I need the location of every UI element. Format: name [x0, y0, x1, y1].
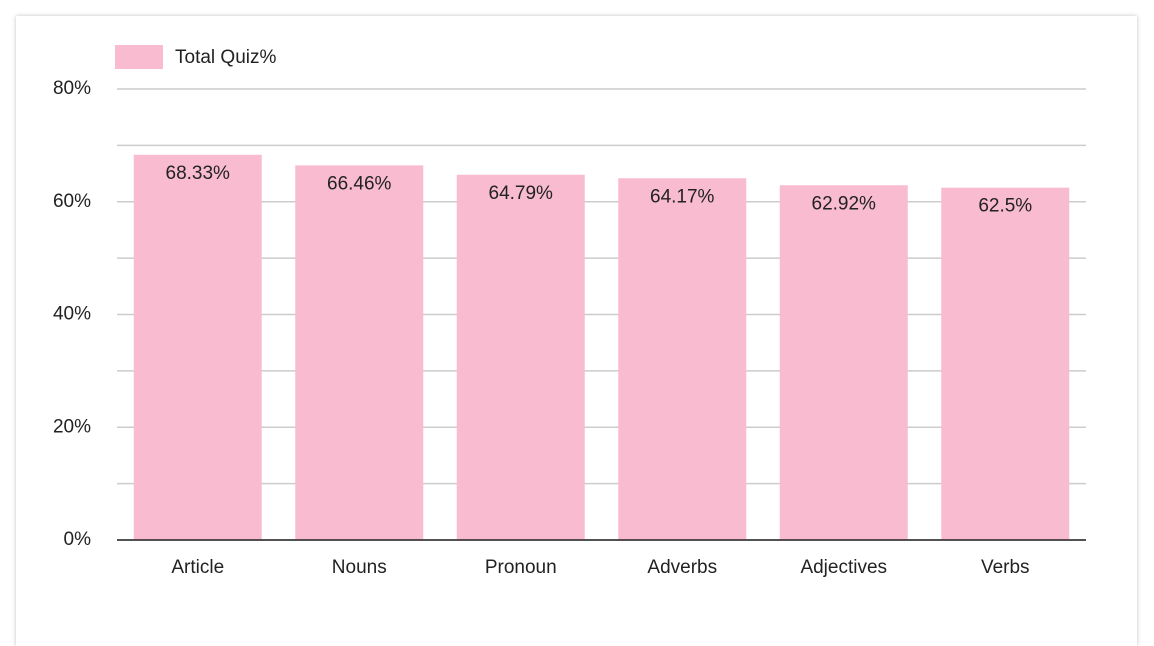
bar [295, 165, 424, 540]
data-label: 64.79% [489, 183, 554, 204]
bar [456, 174, 585, 540]
chart: Total Quiz% 0% 20% 40% 60% 80% Article 68.33% N… [53, 45, 1086, 578]
data-label: 66.46% [327, 173, 392, 194]
y-tick-label: 80% [53, 78, 91, 99]
x-tick-label: Adjectives [800, 557, 887, 578]
x-tick-label: Nouns [332, 557, 387, 578]
data-label: 62.5% [978, 196, 1032, 217]
bar [779, 185, 908, 540]
bar [618, 178, 747, 540]
x-tick-label: Adverbs [647, 557, 717, 578]
x-tick-label: Article [171, 557, 224, 578]
data-label: 62.92% [812, 193, 877, 214]
x-tick-label: Pronoun [485, 557, 557, 578]
y-tick-label: 60% [53, 191, 91, 212]
page: {"chart_data": { "type": "bar", "legend"… [52, 45, 1086, 579]
x-tick-label: Verbs [981, 557, 1030, 578]
y-tick-label: 0% [64, 529, 92, 550]
legend-label: Total Quiz% [175, 47, 276, 68]
y-tick-label: 40% [53, 304, 91, 325]
bar [941, 187, 1070, 540]
data-label: 64.17% [650, 186, 715, 207]
y-tick-label: 20% [53, 416, 91, 437]
bar [133, 154, 262, 541]
data-label: 68.33% [166, 163, 231, 184]
legend-swatch [115, 45, 163, 69]
